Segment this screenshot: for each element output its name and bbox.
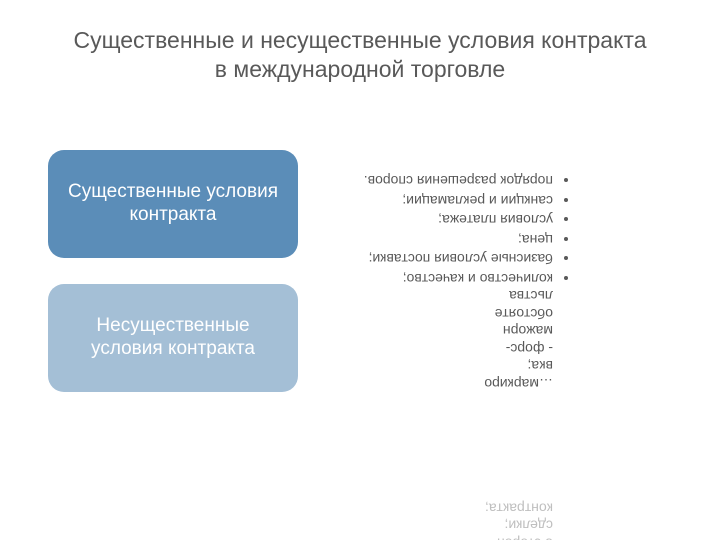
list-item: количество и качество; <box>305 270 553 288</box>
list-fragment: сделки; <box>305 516 553 534</box>
slide-title: Существенные и несущественные условия ко… <box>0 26 720 84</box>
flipped-list-primary-items: количество и качество; базисные условия п… <box>305 172 575 287</box>
flipped-list-secondary: страхование;отгрузочные документы;гарант… <box>305 499 575 540</box>
title-line-1: Существенные и несущественные условия ко… <box>73 27 646 53</box>
list-fragment: вка; <box>305 357 553 375</box>
flipped-list-secondary-tail: наименование сторон-сделки;контракта; <box>305 499 575 540</box>
pill-nonessential-label: Несущественные условия контракта <box>60 315 286 361</box>
list-item: условия платежа; <box>305 211 553 229</box>
list-item: базисные условия поставки; <box>305 250 553 268</box>
list-fragment: …маркиро <box>305 375 553 393</box>
list-item: порядок разрешения споров. <box>305 172 553 190</box>
list-fragment: - форс- <box>305 340 553 358</box>
flipped-list-primary: …маркировка;- форс-мажорнобстоятельства … <box>305 170 575 392</box>
pill-nonessential: Несущественные условия контракта <box>48 284 298 392</box>
list-fragment: льства <box>305 287 553 305</box>
pill-essential-label: Существенные условия контракта <box>60 181 286 227</box>
list-fragment: контракта; <box>305 499 553 517</box>
pill-essential: Существенные условия контракта <box>48 150 298 258</box>
list-fragment: е сторон- <box>305 534 553 540</box>
list-fragment: мажорн <box>305 322 553 340</box>
flipped-list-primary-tail: …маркировка;- форс-мажорнобстоятельства <box>305 287 575 392</box>
title-line-2: в международной торговле <box>215 56 505 82</box>
list-fragment: обстояте <box>305 305 553 323</box>
list-item: санкции и рекламации; <box>305 192 553 210</box>
list-item: цена; <box>305 231 553 249</box>
